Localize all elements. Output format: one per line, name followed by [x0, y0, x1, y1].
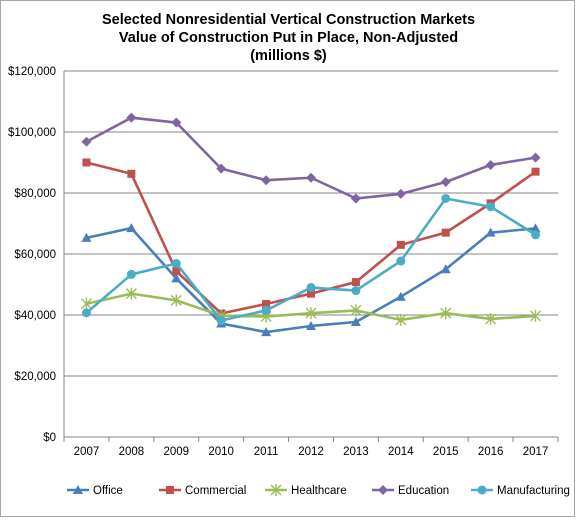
healthcare-point	[350, 304, 362, 317]
axes: $0 $20,000 $40,000 $60,000 $80,000 $100,000 $1…	[8, 66, 559, 458]
legend-marker	[378, 485, 388, 495]
office-point	[440, 264, 451, 274]
manufacturing-point	[216, 315, 226, 325]
commercial-point	[351, 278, 360, 287]
office-point	[126, 223, 137, 233]
legend-label: Manufacturing	[497, 485, 570, 497]
education-point	[126, 112, 137, 123]
commercial-point	[127, 169, 136, 178]
y-tick-label: $100,000	[8, 127, 56, 139]
x-tick-label: 2012	[298, 446, 324, 458]
x-tick-label: 2016	[478, 446, 504, 458]
legend-marker	[166, 486, 174, 494]
education-point	[261, 175, 272, 186]
manufacturing-point	[531, 230, 541, 240]
commercial-point	[172, 267, 181, 276]
legend-item-commercial: Commercial	[159, 485, 246, 497]
y-tick-label: $120,000	[8, 66, 56, 78]
manufacturing-point	[351, 286, 361, 296]
manufacturing-point	[171, 258, 181, 268]
healthcare-point	[485, 312, 497, 325]
gridlines	[64, 70, 558, 438]
education-point	[440, 177, 451, 188]
y-tick-label: $0	[43, 432, 56, 444]
healthcare-point	[170, 294, 182, 307]
office-point	[171, 273, 182, 283]
legend-label: Healthcare	[291, 485, 347, 497]
x-tick-label: 2015	[433, 446, 459, 458]
chart-title-line-1: Selected Nonresidential Vertical Constru…	[101, 12, 476, 28]
legend-item-office: Office	[67, 485, 123, 497]
office-point	[350, 317, 361, 327]
commercial-point	[441, 228, 450, 237]
manufacturing-point	[396, 256, 406, 266]
legend-label: Education	[398, 485, 449, 497]
healthcare-point	[530, 309, 542, 322]
y-tick-label: $20,000	[14, 371, 56, 383]
legend-item-education: Education	[372, 485, 449, 497]
x-tick-label: 2007	[74, 446, 100, 458]
office-point	[395, 291, 406, 301]
commercial-point	[307, 289, 315, 298]
legend-item-healthcare: Healthcare	[265, 484, 347, 497]
y-tick-label: $80,000	[14, 188, 56, 200]
x-tick-label: 2011	[254, 446, 279, 458]
office-point	[485, 227, 496, 237]
legend: Office Commercial Healthcare Education Manuf…	[67, 484, 570, 497]
education-point	[350, 193, 361, 204]
legend-marker	[270, 484, 282, 496]
healthcare-point	[440, 307, 452, 320]
legend-label: Commercial	[185, 485, 246, 497]
y-tick-label: $60,000	[14, 249, 56, 261]
office-point	[530, 223, 541, 233]
commercial-point	[262, 300, 271, 309]
healthcare-point	[305, 307, 317, 320]
legend-label: Office	[93, 485, 123, 497]
manufacturing-point	[261, 305, 271, 315]
series-healthcare	[80, 287, 542, 326]
commercial-point	[82, 158, 91, 167]
office-point	[261, 327, 272, 337]
chart-title-line-3: (millions $)	[250, 48, 327, 64]
y-tick-label: $40,000	[14, 310, 56, 322]
education-point	[216, 163, 227, 174]
education-point	[395, 188, 406, 199]
manufacturing-point	[306, 283, 316, 293]
x-tick-label: 2013	[343, 446, 369, 458]
office-point	[81, 232, 92, 242]
series-manufacturing	[81, 193, 541, 325]
legend-marker	[73, 485, 83, 494]
education-point	[81, 136, 92, 147]
x-tick-label: 2009	[163, 446, 189, 458]
x-tick-label: 2008	[119, 446, 145, 458]
legend-marker	[477, 485, 487, 495]
manufacturing-point	[126, 269, 136, 279]
office-point	[306, 320, 316, 330]
manufacturing-point	[486, 202, 496, 212]
education-point	[530, 152, 541, 163]
series-lines	[80, 112, 542, 337]
x-tick-label: 2017	[523, 446, 549, 458]
healthcare-point	[125, 287, 137, 300]
manufacturing-point	[441, 193, 451, 203]
legend-item-manufacturing: Manufacturing	[471, 485, 570, 497]
x-tick-label: 2014	[388, 446, 414, 458]
education-line	[85, 116, 536, 200]
education-point	[485, 159, 496, 170]
series-education	[81, 112, 541, 204]
manufacturing-point	[81, 308, 91, 318]
education-point	[306, 172, 316, 183]
commercial-point	[396, 240, 405, 249]
commercial-point	[531, 167, 540, 176]
healthcare-point	[395, 313, 407, 326]
healthcare-point	[80, 297, 92, 310]
chart-title-line-2: Value of Construction Put in Place, Non-…	[118, 30, 459, 46]
education-point	[171, 117, 182, 128]
x-tick-label: 2010	[208, 446, 234, 458]
